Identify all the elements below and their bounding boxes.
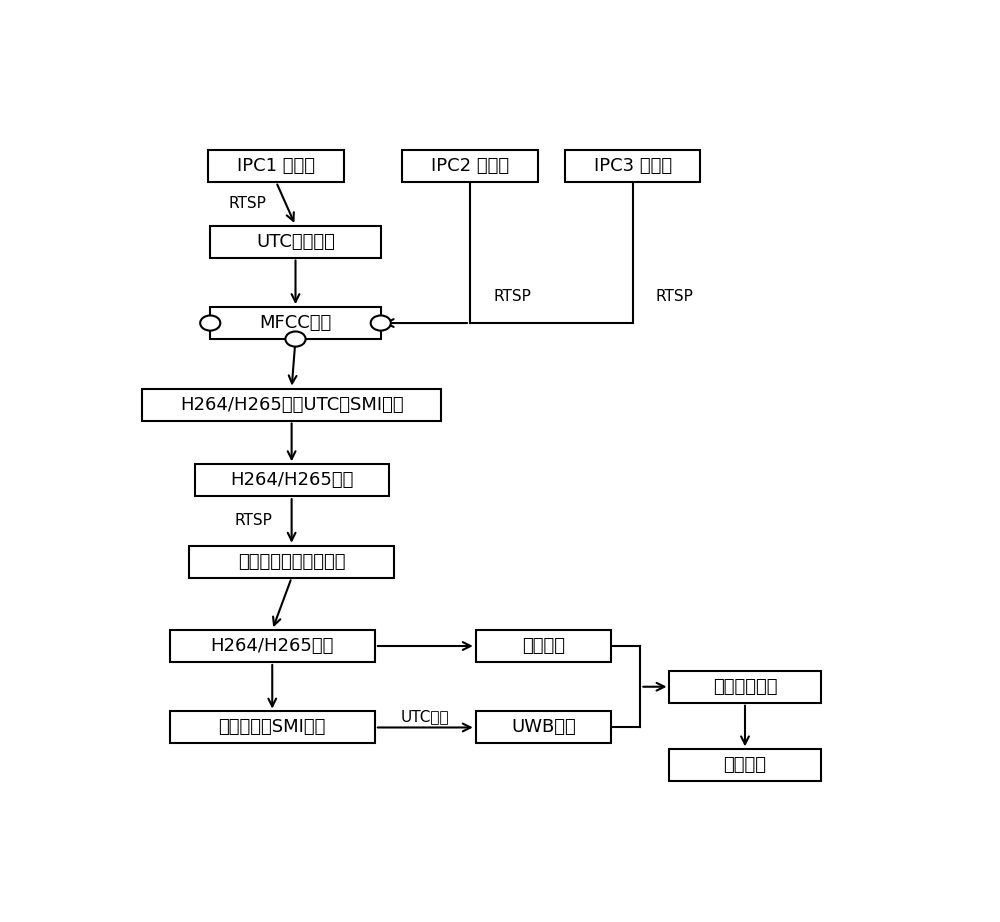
Text: MFCC同步: MFCC同步 bbox=[259, 314, 332, 332]
Text: UTC匹配: UTC匹配 bbox=[401, 710, 450, 725]
Text: IPC3 音视频: IPC3 音视频 bbox=[594, 157, 672, 175]
Text: RTSP: RTSP bbox=[234, 514, 272, 528]
FancyBboxPatch shape bbox=[476, 712, 611, 743]
Circle shape bbox=[371, 315, 391, 331]
Text: 客户端解析SMI信息: 客户端解析SMI信息 bbox=[219, 718, 326, 737]
Text: RTSP: RTSP bbox=[229, 196, 266, 211]
Text: RTSP: RTSP bbox=[656, 290, 694, 304]
FancyBboxPatch shape bbox=[195, 464, 388, 496]
FancyBboxPatch shape bbox=[189, 546, 394, 577]
Text: H264/H265添加UTC到SMI信息: H264/H265添加UTC到SMI信息 bbox=[180, 396, 403, 413]
FancyBboxPatch shape bbox=[402, 150, 538, 182]
Text: UTC时间同步: UTC时间同步 bbox=[256, 232, 335, 251]
Text: 目标检测: 目标检测 bbox=[522, 637, 565, 655]
FancyBboxPatch shape bbox=[476, 630, 611, 662]
Text: 客户端接受多路视频流: 客户端接受多路视频流 bbox=[238, 552, 345, 571]
FancyBboxPatch shape bbox=[142, 388, 441, 420]
FancyBboxPatch shape bbox=[170, 712, 375, 743]
Circle shape bbox=[200, 315, 220, 331]
FancyBboxPatch shape bbox=[565, 150, 700, 182]
Text: RTSP: RTSP bbox=[493, 290, 531, 304]
FancyBboxPatch shape bbox=[210, 307, 381, 339]
FancyBboxPatch shape bbox=[669, 750, 821, 781]
Text: H264/H265解码: H264/H265解码 bbox=[211, 637, 334, 655]
FancyBboxPatch shape bbox=[210, 226, 381, 257]
Text: IPC2 音视频: IPC2 音视频 bbox=[431, 157, 509, 175]
Text: UWB系统: UWB系统 bbox=[511, 718, 576, 737]
FancyBboxPatch shape bbox=[669, 670, 821, 703]
Text: 位置映射矩阵: 位置映射矩阵 bbox=[713, 678, 777, 696]
FancyBboxPatch shape bbox=[208, 150, 344, 182]
FancyBboxPatch shape bbox=[170, 630, 375, 662]
Text: IPC1 音视频: IPC1 音视频 bbox=[237, 157, 315, 175]
Text: 轨迹跟踪: 轨迹跟踪 bbox=[724, 756, 767, 774]
Circle shape bbox=[285, 332, 306, 347]
Text: H264/H265编码: H264/H265编码 bbox=[230, 471, 353, 490]
